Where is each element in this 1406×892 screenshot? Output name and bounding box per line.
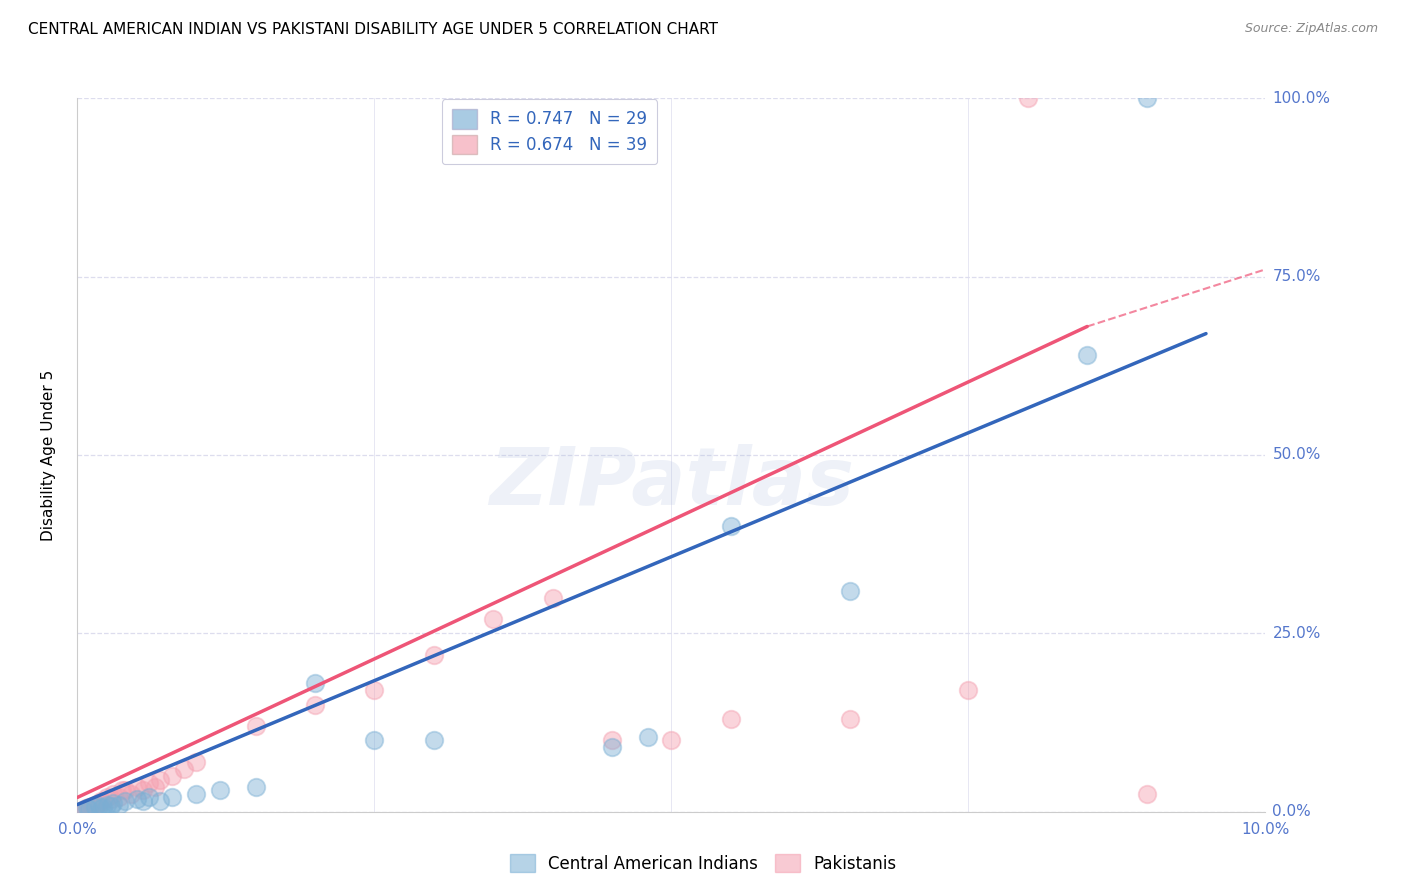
Point (125, 780, 148, 794)
Point (84, 797, 107, 812)
Point (162, 790, 184, 805)
Point (72, 803, 94, 817)
Point (208, 783, 231, 797)
Point (93, 799, 115, 814)
Point (482, 612, 505, 626)
Text: 75.0%: 75.0% (1272, 269, 1320, 284)
Point (143, 780, 166, 794)
Point (149, 794, 172, 808)
Point (838, 583, 860, 598)
Point (304, 676, 326, 690)
Point (72, 803, 94, 817)
Point (108, 790, 131, 805)
Point (600, 733, 623, 747)
Point (114, 783, 136, 797)
Point (245, 780, 267, 794)
Point (82, 799, 104, 814)
Point (100, 799, 122, 814)
Point (838, 712, 860, 726)
Point (423, 648, 446, 662)
Point (1076, 348, 1098, 362)
Point (84, 800, 107, 814)
Point (138, 776, 160, 790)
Point (661, 733, 683, 747)
Point (720, 712, 742, 726)
Point (162, 769, 184, 783)
Point (173, 762, 195, 776)
Point (138, 790, 160, 805)
Point (637, 730, 659, 744)
Text: 25.0%: 25.0% (1272, 626, 1320, 640)
Point (108, 797, 131, 812)
Point (600, 740, 623, 755)
Point (80, 800, 103, 814)
Point (363, 683, 385, 698)
Point (77, 802, 100, 816)
Legend: R = 0.747   N = 29, R = 0.674   N = 39: R = 0.747 N = 29, R = 0.674 N = 39 (441, 99, 658, 164)
Text: Source: ZipAtlas.com: Source: ZipAtlas.com (1244, 22, 1378, 36)
Legend: Central American Indians, Pakistanis: Central American Indians, Pakistanis (503, 847, 903, 880)
Text: CENTRAL AMERICAN INDIAN VS PAKISTANI DISABILITY AGE UNDER 5 CORRELATION CHART: CENTRAL AMERICAN INDIAN VS PAKISTANI DIS… (28, 22, 718, 37)
Point (86, 799, 108, 814)
Point (96, 790, 118, 805)
Point (1136, 91, 1159, 105)
Point (114, 794, 136, 808)
Point (93, 796, 115, 810)
Point (541, 591, 564, 605)
Point (75, 801, 97, 815)
Point (77, 799, 100, 814)
Point (125, 792, 148, 806)
Point (120, 787, 142, 801)
Text: 50.0%: 50.0% (1272, 448, 1320, 462)
Point (87, 799, 110, 814)
Point (90, 794, 112, 808)
Text: ZIPatlas: ZIPatlas (489, 444, 853, 523)
Point (363, 733, 385, 747)
Point (87, 796, 110, 810)
Point (101, 796, 124, 810)
Point (96, 797, 118, 812)
Point (131, 783, 153, 797)
Point (77, 802, 100, 816)
Point (245, 719, 267, 733)
Text: 100.0%: 100.0% (1272, 91, 1330, 105)
Point (90, 801, 112, 815)
Point (186, 787, 208, 801)
Point (1017, 91, 1039, 105)
Point (423, 733, 446, 747)
Point (957, 683, 980, 698)
Point (186, 755, 208, 769)
Point (1136, 787, 1159, 801)
Point (131, 794, 153, 808)
Point (101, 787, 124, 801)
Point (304, 698, 326, 712)
Point (76, 801, 98, 815)
Text: 0.0%: 0.0% (1272, 805, 1312, 819)
Point (149, 772, 172, 787)
Point (111, 783, 134, 797)
Point (720, 519, 742, 533)
Y-axis label: Disability Age Under 5: Disability Age Under 5 (42, 369, 56, 541)
Point (100, 792, 122, 806)
